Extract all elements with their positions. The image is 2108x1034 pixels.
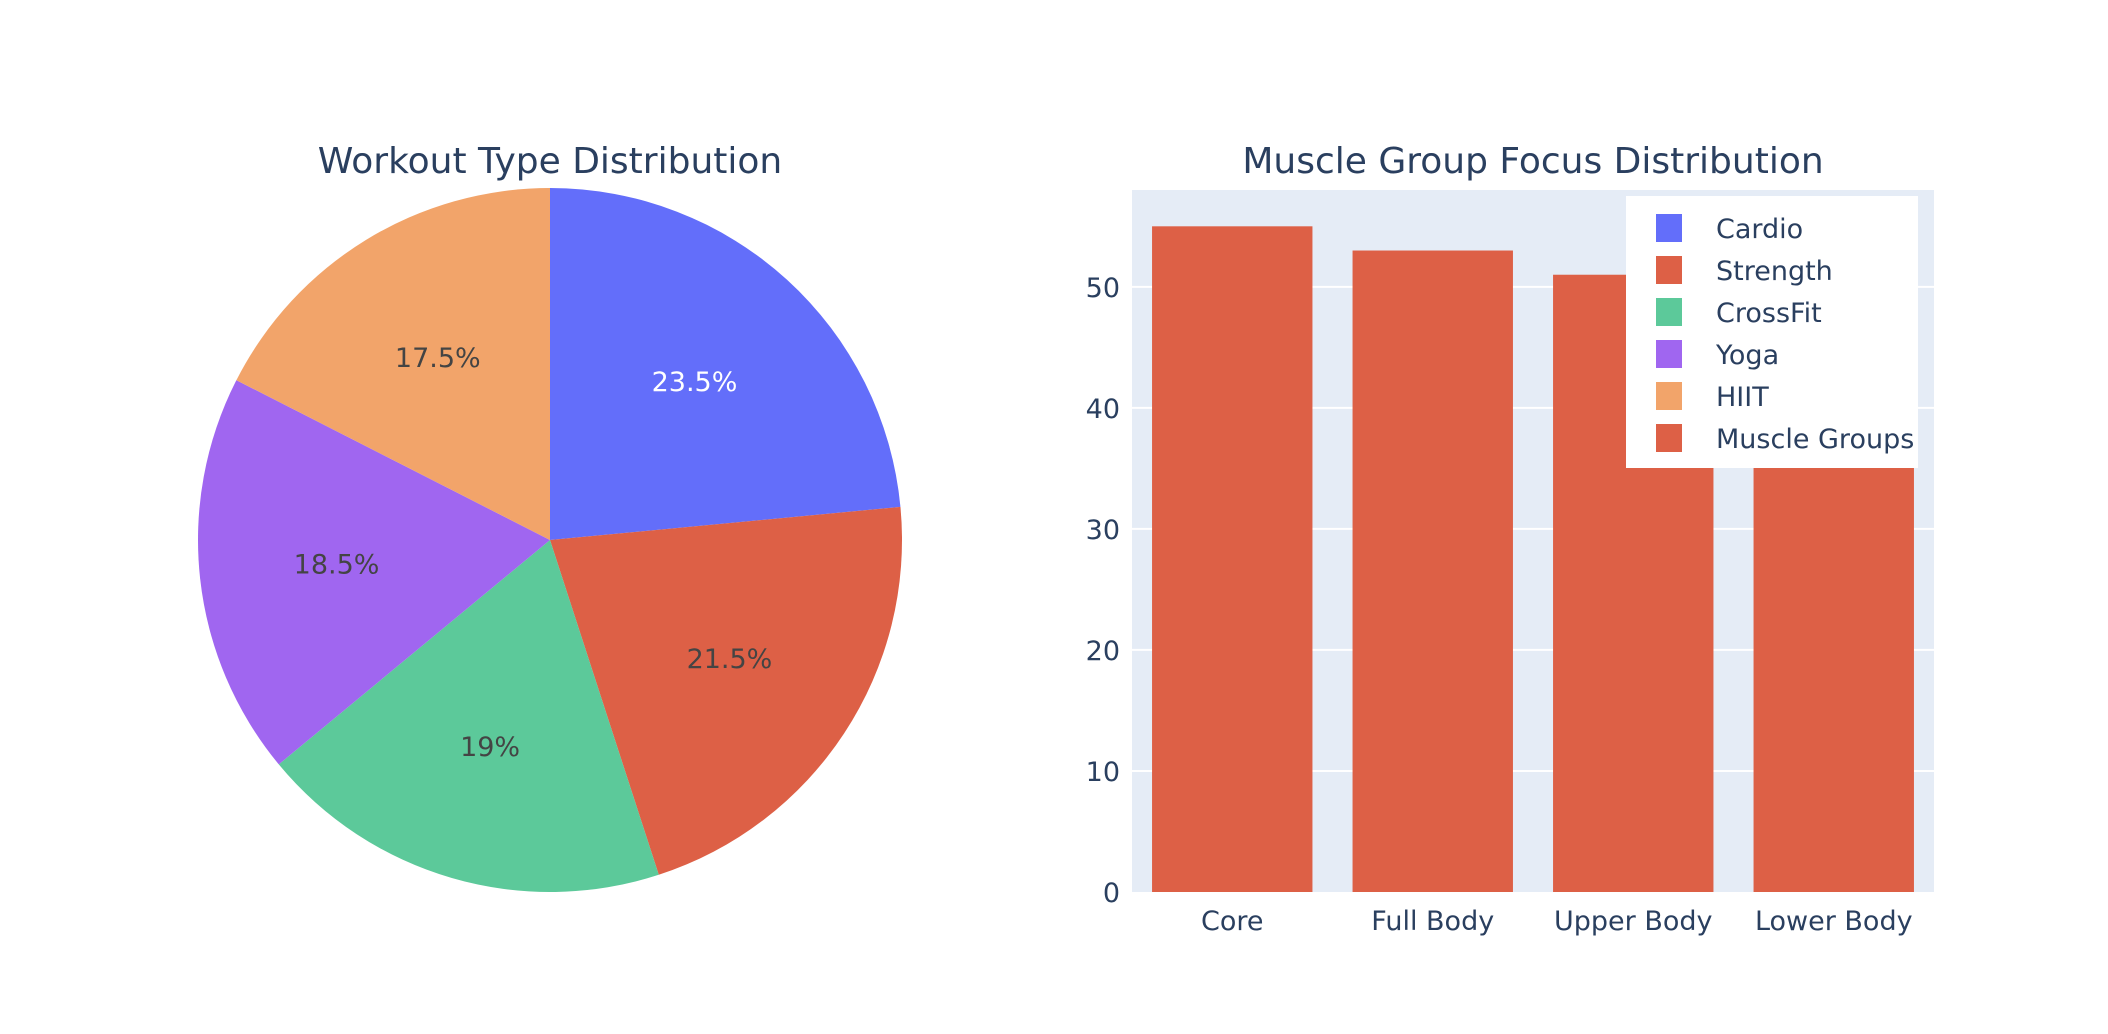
bar-bars [1152,226,1914,893]
pie-slice-yoga [197,380,551,765]
pie-title: Workout Type Distribution [318,141,782,182]
pie-slice-hiit [236,188,550,540]
legend-swatch [1656,256,1682,284]
legend-label: Cardio [1716,214,1803,245]
bar-x-tick-labels: Core Full Body Upper Body Lower Body [1201,906,1913,937]
bar-legend: Cardio Strength CrossFit Yoga HIIT Muscle Gro… [1626,196,1918,468]
pie-slice-strength [550,506,903,875]
legend-label: HIIT [1716,382,1769,413]
pie-slice-label: 17.5% [395,343,481,374]
legend-label: Strength [1716,256,1833,287]
pie-slice-crossfit [278,540,659,893]
bar-y-tick-label: 40 [1086,394,1120,425]
pie-slice-cardio [550,188,901,540]
legend-items: Cardio Strength CrossFit Yoga HIIT Muscle Gro… [1656,214,1914,455]
bar-y-tick-label: 30 [1086,515,1120,546]
bar-x-tick-label: Upper Body [1554,906,1713,937]
pie-slices [197,188,903,893]
bar-full-body [1352,250,1513,893]
legend-swatch [1656,340,1682,368]
pie-slice-label: 18.5% [294,550,380,581]
pie-labels: 23.5% 21.5% 19% 18.5% 17.5% [294,343,773,763]
bar-x-tick-label: Lower Body [1755,906,1913,937]
bar-core [1152,226,1313,892]
legend-swatch [1656,214,1682,242]
legend-swatch [1656,424,1682,452]
legend-label: CrossFit [1716,298,1822,329]
bar-x-tick-label: Full Body [1371,906,1494,937]
legend-swatch [1656,298,1682,326]
pie-slice-label: 19% [460,732,520,763]
bar-chart: Muscle Group Focus Distribution 0 10 20 30 4… [1086,141,1934,937]
bar-y-tick-label: 20 [1086,636,1120,667]
bar-y-tick-label: 10 [1086,757,1120,788]
pie-slice-label: 21.5% [687,644,773,675]
pie-chart: Workout Type Distribution 23.5% 21.5% 19% 1… [197,141,903,893]
legend-label: Muscle Groups [1716,424,1914,455]
pie-slice-label: 23.5% [652,367,738,398]
bar-y-tick-label: 0 [1103,878,1120,909]
bar-x-tick-label: Core [1201,906,1264,937]
bar-title: Muscle Group Focus Distribution [1242,141,1823,182]
bar-y-tick-label: 50 [1086,273,1120,304]
bar-y-tick-labels: 0 10 20 30 40 50 [1086,273,1120,909]
legend-label: Yoga [1715,340,1779,371]
legend-swatch [1656,382,1682,410]
